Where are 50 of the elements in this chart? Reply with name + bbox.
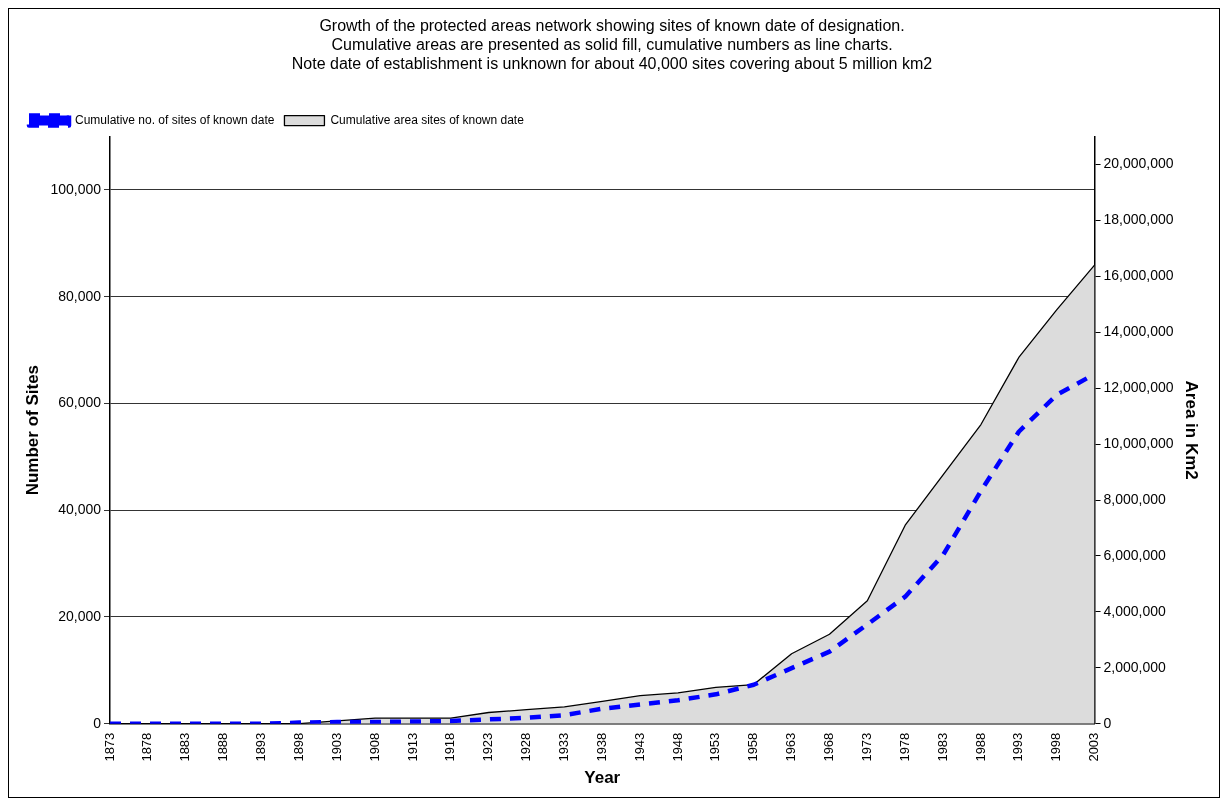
y-tick-label: 0	[93, 714, 102, 731]
x-tick-label: 1893	[253, 732, 269, 762]
x-tick-label: 1873	[101, 732, 117, 762]
legend-label: Cumulative area sites of known date	[330, 112, 525, 127]
chart-title: Growth of the protected areas network showing sites of known date of designation. Cumulative areas are presented as solid fill, cumulative numbers as line charts. Note date of establishment is unknown for about 40,000 sites covering about 5 million km2	[291, 17, 933, 73]
y2-tick-label: 2,000,000	[1103, 658, 1167, 675]
x-tick-label: 1878	[139, 732, 155, 762]
x-tick-label: 1903	[328, 732, 344, 762]
y2-tick-label: 6,000,000	[1103, 546, 1167, 563]
x-tick-label: 1973	[858, 732, 874, 762]
x-tick-label: 1948	[669, 732, 685, 762]
x-tick-label: 1963	[783, 732, 799, 762]
y2-tick-label: 10,000,000	[1103, 434, 1174, 451]
legend-label: Cumulative no. of sites of known date	[75, 112, 275, 127]
y2-tick-label: 16,000,000	[1103, 267, 1174, 284]
y-tick-label: 80,000	[58, 287, 102, 304]
x-tick-label: 1908	[366, 732, 382, 762]
x-tick-label: 2003	[1086, 732, 1102, 762]
y-tick-label: 20,000	[58, 607, 102, 624]
x-tick-label: 1933	[555, 732, 571, 762]
x-tick-label: 1928	[518, 732, 534, 762]
y2-tick-label: 20,000,000	[1103, 155, 1174, 172]
y2-tick-label: 4,000,000	[1103, 602, 1167, 619]
y2-tick-label: 12,000,000	[1103, 379, 1174, 396]
x-tick-label: 1883	[177, 732, 193, 762]
x-tick-label: 1958	[745, 732, 761, 762]
x-tick-label: 1968	[821, 732, 837, 762]
y2-axis-title: Area in Km2	[1182, 380, 1202, 480]
y-tick-label: 100,000	[50, 180, 102, 197]
x-tick-label: 1983	[934, 732, 950, 762]
y-tick-label: 60,000	[58, 394, 102, 411]
x-tick-label: 1953	[707, 732, 723, 762]
y-axis-title: Number of Sites	[22, 364, 42, 496]
x-tick-label: 1888	[215, 732, 231, 762]
x-tick-label: 1913	[404, 732, 420, 762]
y2-tick-label: 0	[1103, 714, 1112, 731]
x-tick-label: 1898	[290, 732, 306, 762]
x-tick-label: 1978	[896, 732, 912, 762]
x-tick-label: 1993	[1010, 732, 1026, 762]
y2-tick-label: 14,000,000	[1103, 323, 1174, 340]
x-tick-label: 1943	[631, 732, 647, 762]
x-axis-title: Year	[584, 768, 621, 788]
y-tick-label: 40,000	[58, 501, 102, 518]
y2-tick-label: 18,000,000	[1103, 211, 1174, 228]
y2-tick-label: 8,000,000	[1103, 490, 1167, 507]
x-tick-label: 1923	[480, 732, 496, 762]
x-tick-label: 1998	[1048, 732, 1064, 762]
x-tick-label: 1918	[442, 732, 458, 762]
x-tick-label: 1938	[593, 732, 609, 762]
x-tick-label: 1988	[972, 732, 988, 762]
